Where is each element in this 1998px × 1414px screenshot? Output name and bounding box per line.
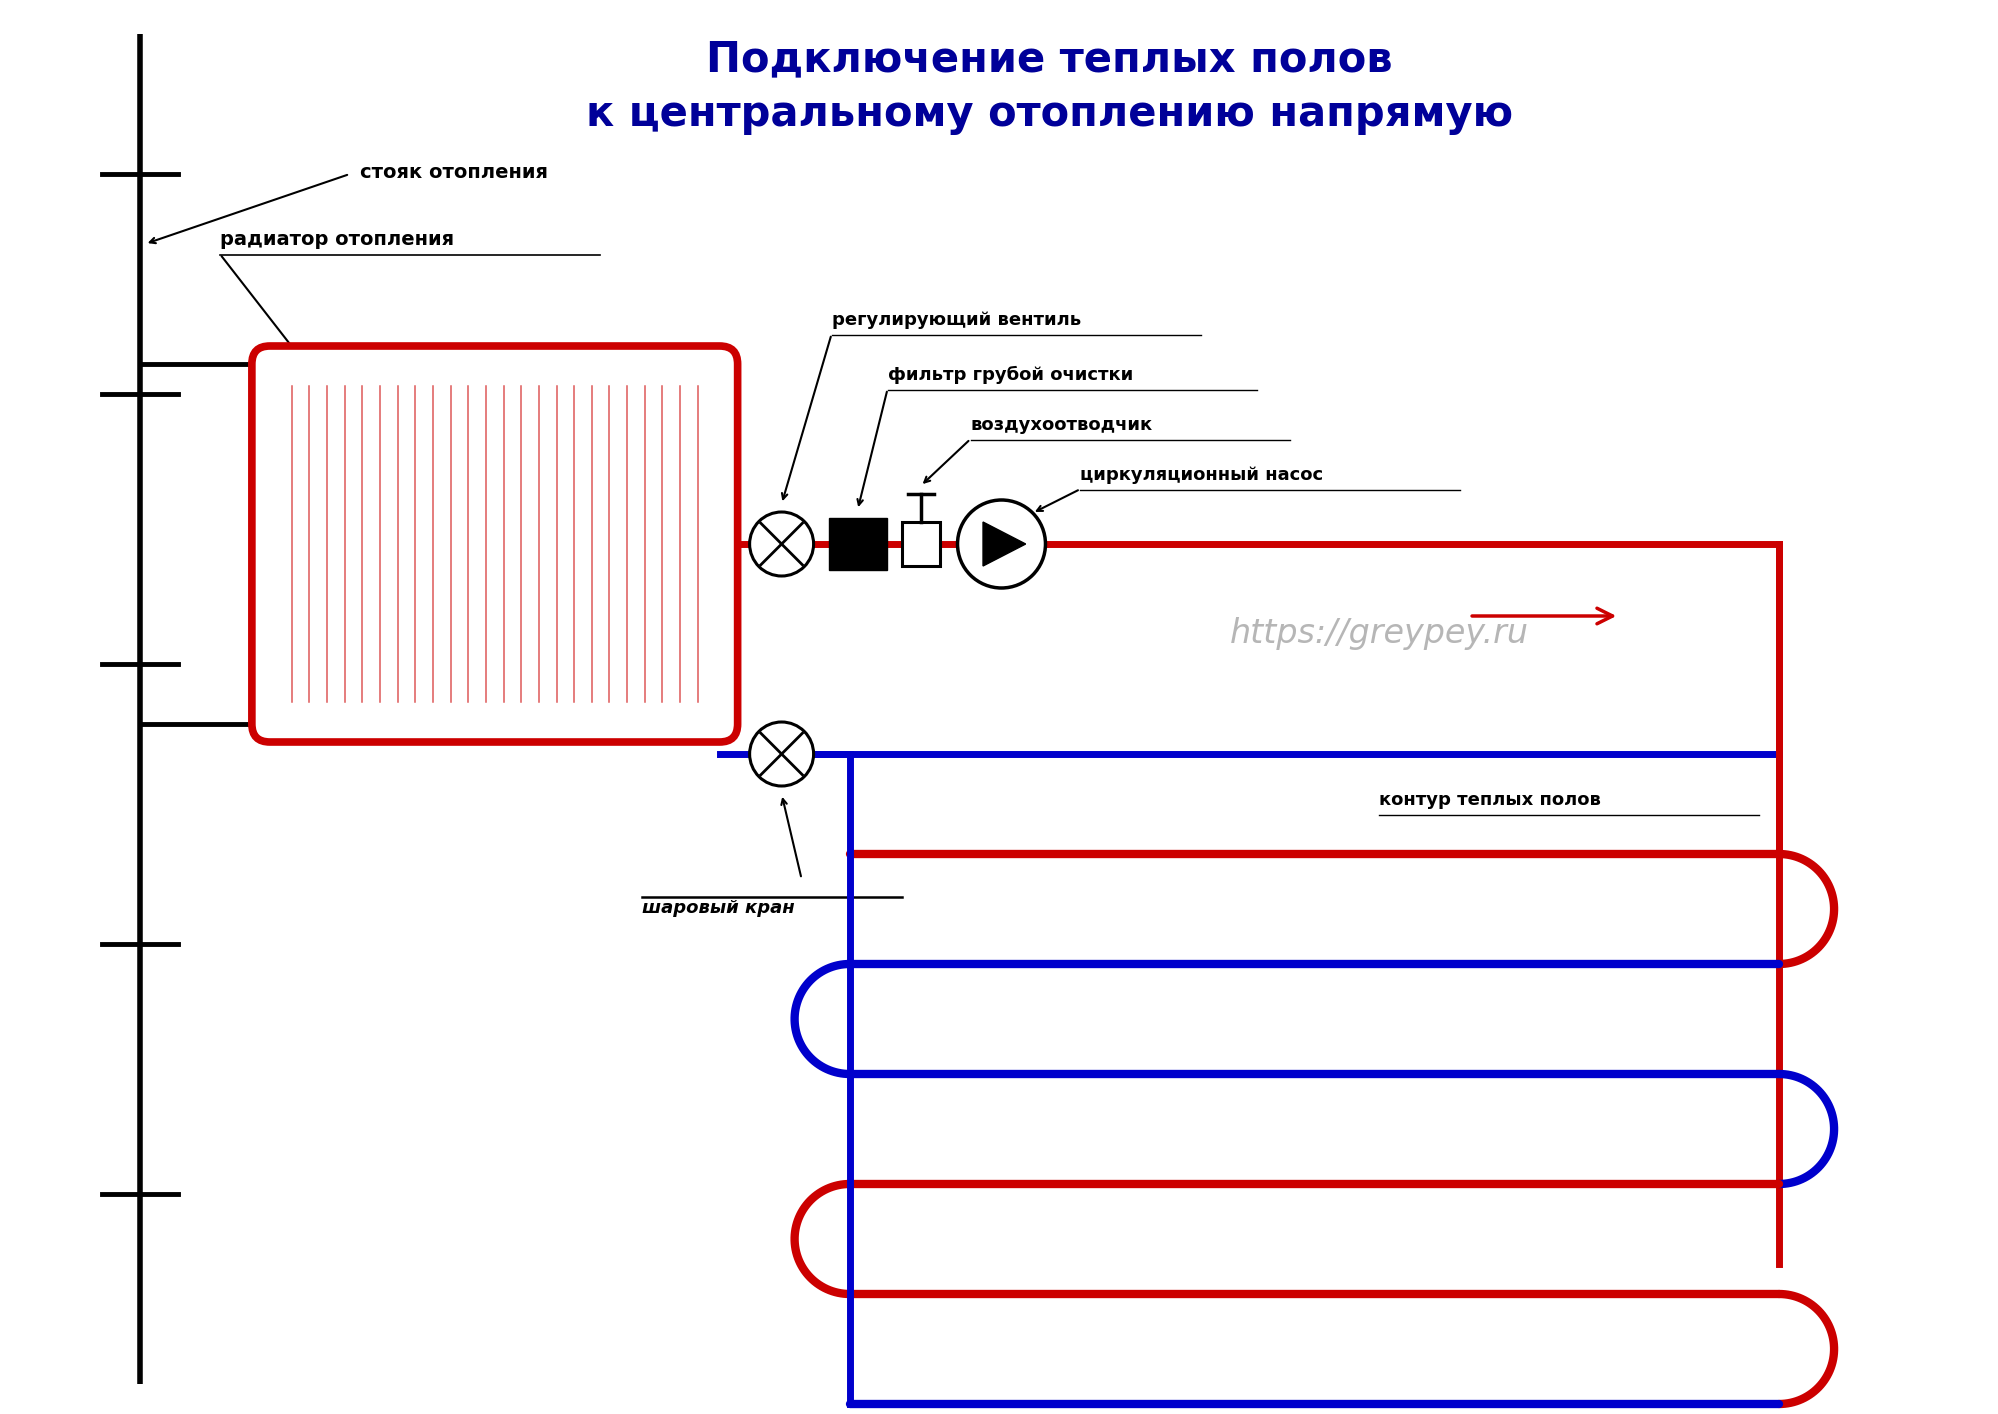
Text: Подключение теплых полов: Подключение теплых полов <box>705 38 1393 81</box>
Text: радиатор отопления: радиатор отопления <box>220 230 454 249</box>
Text: контур теплых полов: контур теплых полов <box>1379 790 1600 809</box>
Text: регулирующий вентиль: регулирующий вентиль <box>831 311 1081 329</box>
Text: циркуляционный насос: циркуляционный насос <box>1081 467 1323 484</box>
Text: к центральному отоплению напрямую: к центральному отоплению напрямую <box>585 93 1512 134</box>
Bar <box>829 518 887 570</box>
Circle shape <box>957 501 1045 588</box>
Text: шаровый кран: шаровый кран <box>641 899 793 918</box>
Circle shape <box>749 723 813 786</box>
Polygon shape <box>983 522 1025 566</box>
Circle shape <box>749 512 813 575</box>
Text: воздухоотводчик: воздухоотводчик <box>971 416 1153 434</box>
Text: стояк отопления: стояк отопления <box>360 163 547 181</box>
Text: фильтр грубой очистки: фильтр грубой очистки <box>887 366 1133 385</box>
FancyBboxPatch shape <box>252 346 737 742</box>
Text: https://greypey.ru: https://greypey.ru <box>1229 618 1528 650</box>
Bar <box>901 522 939 566</box>
